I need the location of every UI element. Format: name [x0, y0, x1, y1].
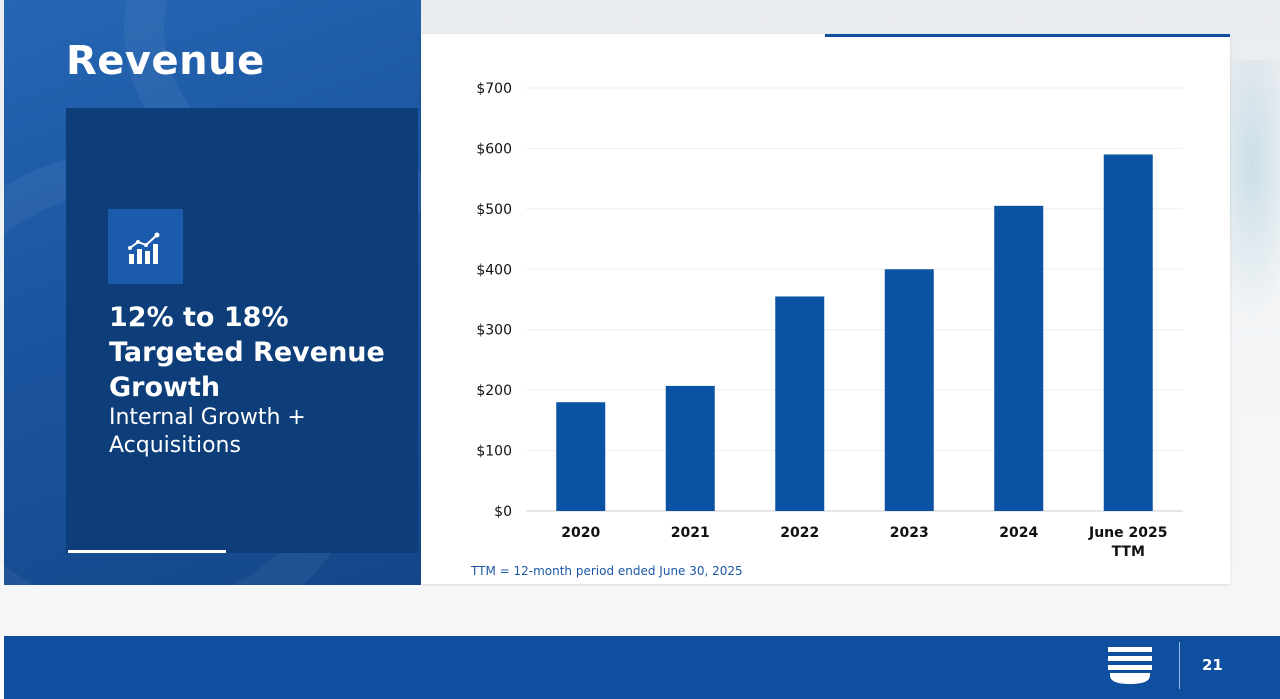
- y-tick-label: $200: [476, 383, 512, 399]
- y-tick-label: $100: [476, 444, 512, 460]
- x-tick-label: 2022: [780, 525, 819, 541]
- growth-target-subline: Internal Growth + Acquisitions: [109, 405, 306, 458]
- chart-footnote: TTM = 12-month period ended June 30, 202…: [471, 564, 743, 578]
- growth-target-headline: 12% to 18% Targeted Revenue Growth: [109, 302, 385, 403]
- y-tick-label: $500: [476, 202, 512, 218]
- page-number: 21: [1202, 656, 1223, 674]
- bar: [775, 296, 825, 511]
- bar: [1103, 154, 1153, 511]
- revenue-bar-chart: $0 $100 $200 $300 $400 $500 $600 $700 2020 2021 20…: [476, 81, 1183, 560]
- revenue-chart-card: $0 $100 $200 $300 $400 $500 $600 $700 2020 2021 20…: [421, 34, 1230, 584]
- bar: [665, 385, 715, 511]
- x-tick-label: 2020: [561, 525, 600, 541]
- slide-title: Revenue: [66, 38, 265, 84]
- y-tick-label: $600: [476, 141, 512, 157]
- y-tick-label: $400: [476, 262, 512, 278]
- bar: [884, 269, 934, 511]
- x-tick-label: 2024: [999, 525, 1038, 541]
- x-tick-label: 2021: [671, 525, 710, 541]
- bar: [556, 402, 606, 511]
- x-tick-label: 2023: [890, 525, 929, 541]
- y-tick-label: $0: [494, 504, 512, 520]
- highlight-box: [66, 108, 418, 553]
- card-top-rule: [825, 34, 1230, 37]
- growth-chart-icon: [108, 209, 183, 284]
- accent-line: [68, 550, 226, 553]
- y-tick-label: $300: [476, 323, 512, 339]
- footer-bar: 21: [4, 636, 1280, 699]
- bar: [994, 205, 1044, 512]
- company-logo-icon: [1106, 645, 1154, 689]
- x-tick-label: June 2025 TTM: [1088, 525, 1167, 560]
- y-tick-label: $700: [476, 81, 512, 97]
- footer-divider: [1179, 642, 1180, 689]
